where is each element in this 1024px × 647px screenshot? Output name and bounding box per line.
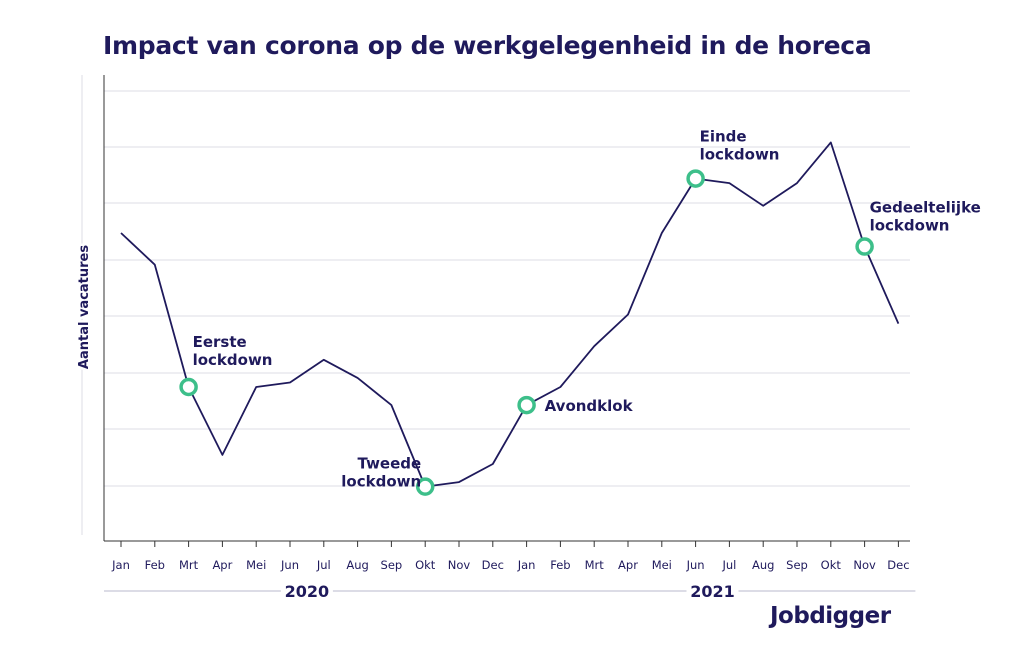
- annotation-label-line: Tweede: [357, 455, 421, 473]
- annotation-marker: [415, 477, 435, 496]
- annotation-marker: [855, 237, 874, 256]
- y-axis-label: Aantal vacatures: [77, 245, 92, 369]
- annotation-marker: [517, 395, 536, 415]
- x-tick-label: Mrt: [585, 558, 605, 572]
- year-label: 2021: [690, 582, 735, 601]
- x-tick-label: Okt: [415, 558, 436, 572]
- x-tick-label: Apr: [212, 558, 232, 572]
- annotation-label-line: lockdown: [870, 217, 950, 235]
- x-tick-label: Apr: [618, 558, 638, 572]
- annotation-label-line: Einde: [700, 128, 747, 146]
- annotation-label-line: lockdown: [341, 473, 421, 491]
- chart-title: Impact van corona op de werkgelegenheid …: [103, 31, 872, 60]
- x-tick-label: Jul: [316, 558, 331, 572]
- annotation-label-line: Gedeeltelijke: [870, 199, 981, 217]
- jobdigger-logo: Jobdigger: [770, 603, 891, 629]
- annotation-label: Gedeeltelijke lockdown: [870, 199, 981, 235]
- x-tick-label: Jun: [280, 558, 299, 572]
- annotation-marker: [179, 377, 198, 397]
- annotation-label: Einde lockdown: [700, 128, 780, 164]
- x-tick-label: Dec: [887, 558, 909, 572]
- annotation-label-line: Avondklok: [545, 397, 634, 415]
- annotation-label-line: Eerste: [193, 333, 247, 351]
- series-line: [120, 141, 900, 488]
- annotation-marker: [686, 169, 705, 188]
- x-tick-label: Jul: [721, 558, 736, 572]
- x-tick-label: Aug: [752, 558, 774, 572]
- x-tick-label: Feb: [145, 558, 165, 572]
- annotation-label: Avondklok: [545, 397, 634, 415]
- annotation-label-line: lockdown: [700, 146, 780, 164]
- x-tick-label: Mrt: [179, 558, 199, 572]
- x-tick-label: Sep: [786, 558, 808, 572]
- x-tick-label: Okt: [821, 558, 842, 572]
- x-tick-label: Nov: [853, 558, 876, 572]
- x-tick-label: Sep: [381, 558, 403, 572]
- x-tick-label: Jan: [111, 558, 130, 572]
- year-label: 2020: [285, 582, 330, 601]
- annotation-label: Tweede lockdown: [341, 455, 421, 491]
- x-tick-label: Dec: [482, 558, 504, 572]
- annotation-label-line: lockdown: [193, 351, 273, 369]
- x-tick-label: Jan: [517, 558, 536, 572]
- x-tick-label: Feb: [550, 558, 570, 572]
- annotation-label: Eerste lockdown: [193, 333, 273, 369]
- x-tick-label: Aug: [346, 558, 368, 572]
- x-tick-label: Mei: [246, 558, 266, 572]
- x-tick-label: Mei: [652, 558, 672, 572]
- x-tick-label: Jun: [686, 558, 705, 572]
- x-tick-label: Nov: [448, 558, 471, 572]
